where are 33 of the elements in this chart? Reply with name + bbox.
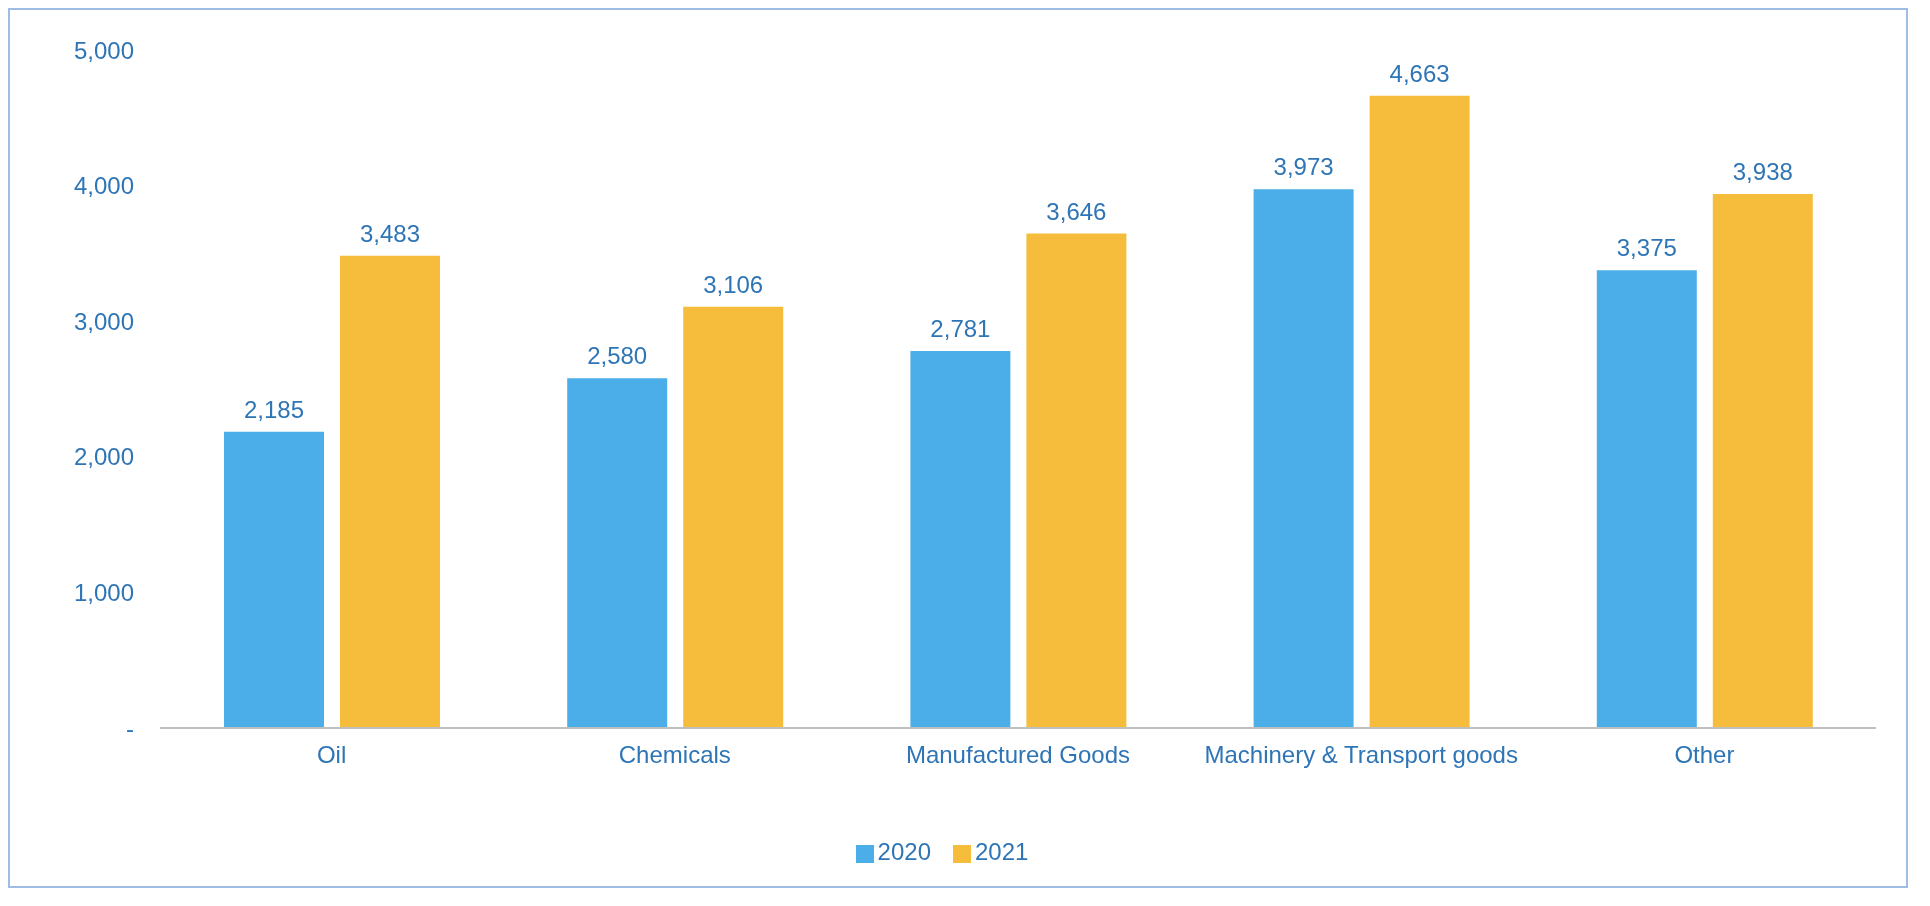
data-label: 3,938 <box>1732 158 1793 186</box>
y-tick-label: 4,000 <box>73 172 134 200</box>
data-label: 3,483 <box>359 219 421 247</box>
data-label: 3,646 <box>1046 197 1107 225</box>
data-label: 3,973 <box>1273 153 1334 181</box>
bar <box>340 255 440 728</box>
x-tick-label: Oil <box>316 741 347 769</box>
data-label: 2,580 <box>587 342 648 370</box>
legend-label: 2020 <box>877 838 931 865</box>
bar <box>1712 194 1813 728</box>
bar <box>1026 233 1127 728</box>
y-tick-label: 1,000 <box>73 578 134 606</box>
bar <box>1596 270 1697 728</box>
data-label: 2,781 <box>930 314 991 342</box>
x-tick-label: Chemicals <box>618 741 731 769</box>
bar <box>1253 189 1354 728</box>
bar <box>683 306 784 728</box>
y-tick-label: 3,000 <box>73 307 134 335</box>
legend-label: 2021 <box>975 838 1029 865</box>
x-tick-label: Manufactured Goods <box>905 741 1131 769</box>
bar <box>567 378 668 728</box>
bar <box>224 431 324 728</box>
data-label: 3,106 <box>703 270 764 298</box>
data-label: 4,663 <box>1389 59 1450 87</box>
data-label: 2,185 <box>243 395 305 423</box>
y-tick-label: 2,000 <box>73 443 134 471</box>
bar <box>910 350 1011 728</box>
bar <box>1369 95 1470 728</box>
y-tick-label: - <box>126 714 134 742</box>
x-tick-label: Other <box>1674 741 1735 769</box>
y-tick-label: 5,000 <box>73 36 134 64</box>
data-label: 3,375 <box>1616 234 1677 262</box>
x-tick-label: Machinery & Transport goods <box>1204 741 1518 769</box>
